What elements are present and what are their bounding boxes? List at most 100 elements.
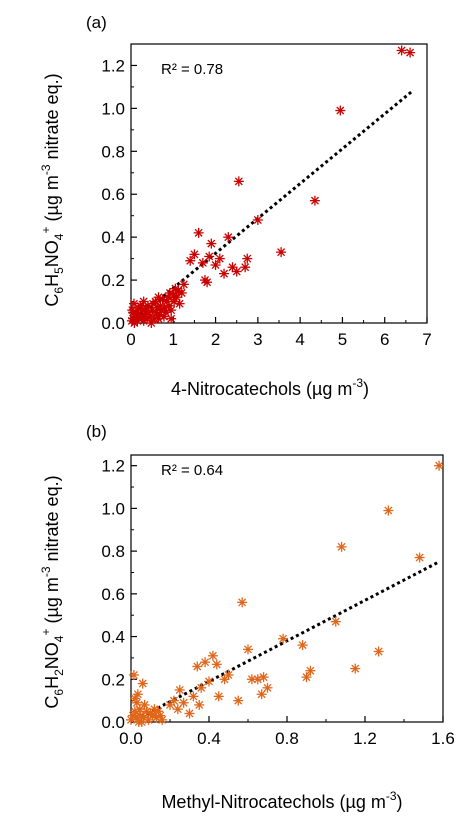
y-tick-label: 0.0 (101, 713, 125, 732)
data-point (240, 262, 251, 273)
panel-a: (a) C6H5NO4+ (µg m-3 nitrate eq.) 0 1 2 3 4 5… (39, 13, 432, 399)
data-point (252, 214, 263, 225)
data-point (178, 279, 189, 290)
data-point (174, 298, 185, 309)
y-tick-label: 0.4 (101, 228, 125, 247)
data-point (237, 597, 248, 608)
x-tick-label: 0.8 (275, 729, 299, 748)
data-point (206, 238, 217, 249)
data-point (202, 277, 213, 288)
panel-a-plot: 0 1 2 3 4 5 6 7 0.0 0.2 0.4 0.6 0.8 1.0 1.2 R² = 0.78 (101, 43, 432, 349)
data-point (128, 670, 139, 681)
r-squared-annotation: R² = 0.64 (161, 462, 223, 479)
data-point (153, 313, 164, 324)
data-point (196, 682, 207, 693)
data-point (276, 247, 287, 258)
panel-b: (b) C6H2NO4+ (µg m-3 nitrate eq.) 0.0 0.4… (39, 422, 455, 812)
data-point (137, 678, 148, 689)
data-point (139, 699, 150, 710)
plot-frame (130, 454, 444, 723)
x-tick-label: 1.6 (431, 729, 455, 748)
panel-b-label: (b) (86, 422, 107, 441)
y-tick-label: 0.6 (101, 185, 125, 204)
y-tick-label: 1.2 (101, 56, 125, 75)
plot-frame (130, 43, 428, 324)
data-point (396, 45, 407, 56)
data-point (256, 689, 267, 700)
data-point (233, 695, 244, 706)
panel-a-label: (a) (86, 13, 107, 32)
data-point (350, 663, 361, 674)
x-tick-label: 3 (253, 330, 262, 349)
data-point (309, 195, 320, 206)
x-tick-label: 0 (126, 330, 135, 349)
data-point (211, 659, 222, 670)
panel-a-ylabel: C6H5NO4+ (µg m-3 nitrate eq.) (39, 73, 66, 306)
panel-b-xlabel: Methyl-Nitrocatechols (µg m-3) (161, 789, 402, 812)
data-point (193, 227, 204, 238)
data-point (204, 676, 214, 687)
data-point (373, 646, 384, 657)
data-point (204, 251, 215, 262)
data-point (129, 693, 140, 704)
data-point (383, 505, 394, 516)
y-tick-label: 0.6 (101, 585, 125, 604)
data-point (168, 695, 179, 706)
data-point (136, 717, 147, 727)
data-point (297, 640, 308, 651)
data-point (207, 650, 218, 661)
data-point (185, 255, 196, 266)
data-point (200, 657, 211, 668)
data-point (219, 268, 230, 279)
data-point (197, 257, 208, 268)
data-point (336, 541, 347, 552)
data-point (213, 691, 224, 702)
x-tick-label: 6 (380, 330, 389, 349)
x-tick-label: 7 (422, 330, 431, 349)
data-point (189, 249, 200, 260)
data-point (223, 670, 234, 681)
data-point (233, 176, 244, 187)
x-tick-label: 0.4 (197, 729, 221, 748)
data-point (166, 305, 177, 316)
y-tick-label: 0.8 (101, 542, 125, 561)
x-tick-label: 1 (169, 330, 178, 349)
y-tick-label: 0.0 (101, 314, 125, 333)
panel-b-ylabel: C6H2NO4+ (µg m-3 nitrate eq.) (39, 475, 66, 708)
data-point (335, 105, 346, 116)
data-point (243, 644, 253, 655)
panel-a-xlabel: 4-Nitrocatechols (µg m-3) (171, 376, 369, 399)
y-tick-label: 1.2 (101, 457, 125, 476)
data-point (242, 253, 253, 264)
y-tick-label: 0.8 (101, 142, 125, 161)
data-point (146, 318, 157, 328)
data-point (194, 699, 205, 710)
data-point (414, 552, 425, 563)
x-tick-label: 5 (338, 330, 347, 349)
r-squared-annotation: R² = 0.78 (161, 61, 223, 78)
data-point (278, 633, 289, 644)
data-point (138, 296, 149, 307)
y-tick-label: 1.0 (101, 99, 125, 118)
data-point (231, 266, 242, 277)
data-point (157, 714, 168, 725)
x-tick-label: 1.2 (353, 729, 377, 748)
data-point (214, 253, 225, 264)
data-point (184, 708, 195, 719)
data-point (174, 684, 185, 695)
fit-line (130, 90, 414, 325)
x-tick-label: 4 (295, 330, 304, 349)
data-point (434, 460, 445, 471)
data-point (305, 665, 316, 676)
x-tick-label: 0.0 (119, 729, 143, 748)
panel-b-plot: 0.0 0.4 0.8 1.2 1.6 0.0 0.2 0.4 0.6 0.8 1.0 1.2 R² =… (101, 454, 455, 748)
data-point (405, 47, 416, 58)
y-tick-label: 1.0 (101, 499, 125, 518)
y-tick-label: 0.2 (101, 670, 125, 689)
data-point (192, 661, 203, 672)
data-point (330, 616, 341, 627)
x-tick-label: 2 (211, 330, 220, 349)
data-point (178, 697, 189, 708)
data-point (262, 682, 273, 693)
